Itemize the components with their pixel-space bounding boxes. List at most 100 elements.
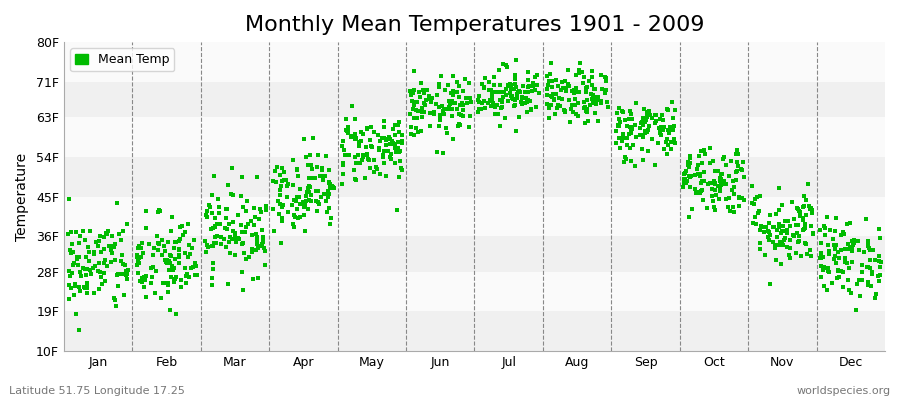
- Point: [697, 178, 711, 184]
- Point: [492, 123, 507, 130]
- Point: [730, 147, 744, 154]
- Point: [735, 167, 750, 173]
- Point: [499, 86, 513, 92]
- Point: [165, 214, 179, 220]
- Point: [214, 241, 229, 247]
- Point: [561, 80, 575, 87]
- Point: [348, 177, 363, 183]
- Point: [181, 254, 195, 261]
- Point: [707, 180, 722, 187]
- Point: [822, 248, 836, 254]
- Point: [690, 162, 705, 168]
- Point: [374, 134, 389, 141]
- Point: [822, 251, 836, 258]
- Point: [645, 136, 660, 142]
- Point: [488, 103, 502, 109]
- Point: [713, 188, 727, 194]
- Point: [176, 232, 191, 238]
- Point: [628, 122, 643, 129]
- Point: [302, 184, 317, 190]
- Point: [770, 242, 784, 248]
- Point: [316, 177, 330, 184]
- Point: [310, 188, 325, 194]
- Point: [620, 142, 634, 148]
- Point: [251, 245, 266, 251]
- Point: [99, 231, 113, 238]
- Point: [783, 255, 797, 261]
- Point: [256, 233, 270, 240]
- Point: [207, 240, 221, 247]
- Point: [625, 126, 639, 132]
- Point: [65, 270, 79, 276]
- Point: [208, 223, 222, 229]
- Point: [286, 197, 301, 204]
- Point: [753, 223, 768, 230]
- Point: [829, 260, 843, 266]
- Point: [695, 178, 709, 184]
- Point: [258, 206, 273, 213]
- Point: [228, 252, 242, 258]
- Point: [447, 100, 462, 106]
- Point: [109, 302, 123, 309]
- Point: [544, 93, 559, 99]
- Point: [165, 263, 179, 269]
- Point: [391, 145, 405, 152]
- Point: [569, 84, 583, 91]
- Point: [783, 223, 797, 229]
- Point: [816, 223, 831, 230]
- Point: [633, 131, 647, 138]
- Point: [188, 272, 202, 278]
- Point: [446, 100, 461, 106]
- Point: [347, 166, 362, 173]
- Point: [451, 123, 465, 129]
- Point: [140, 294, 154, 300]
- Point: [208, 214, 222, 221]
- Point: [736, 159, 751, 165]
- Point: [657, 146, 671, 152]
- Point: [564, 102, 579, 108]
- Point: [98, 230, 112, 236]
- Point: [524, 106, 538, 112]
- Point: [184, 245, 199, 251]
- Point: [404, 92, 419, 98]
- Point: [684, 173, 698, 180]
- Point: [199, 248, 213, 255]
- Point: [212, 204, 227, 210]
- Point: [97, 269, 112, 276]
- Point: [662, 142, 676, 148]
- Point: [357, 175, 372, 181]
- Point: [452, 94, 466, 100]
- Point: [633, 125, 647, 132]
- Point: [677, 180, 691, 186]
- Point: [440, 82, 454, 88]
- Point: [62, 281, 77, 288]
- Point: [407, 132, 421, 138]
- Point: [567, 87, 581, 93]
- Point: [172, 238, 186, 244]
- Point: [793, 209, 807, 215]
- Point: [791, 205, 806, 212]
- Point: [552, 95, 566, 102]
- Point: [662, 128, 676, 134]
- Point: [693, 171, 707, 177]
- Point: [152, 241, 166, 247]
- Point: [250, 237, 265, 243]
- Point: [306, 134, 320, 141]
- Point: [150, 240, 165, 246]
- Point: [72, 284, 86, 290]
- Point: [860, 280, 875, 286]
- Point: [383, 154, 398, 160]
- Point: [221, 238, 236, 245]
- Point: [98, 257, 112, 263]
- Point: [452, 111, 466, 117]
- Point: [164, 274, 178, 280]
- Point: [225, 236, 239, 243]
- Point: [356, 131, 371, 137]
- Point: [86, 249, 101, 255]
- Point: [228, 230, 242, 236]
- Point: [269, 164, 284, 170]
- Point: [76, 265, 90, 272]
- Point: [590, 100, 604, 107]
- Point: [485, 100, 500, 106]
- Point: [508, 84, 523, 90]
